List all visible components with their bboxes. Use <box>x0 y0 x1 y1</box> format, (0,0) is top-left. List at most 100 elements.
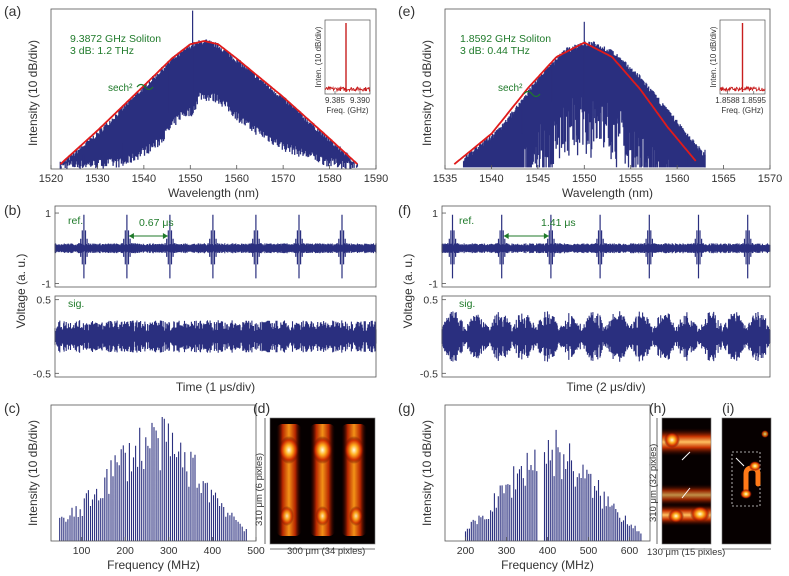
b-plot-ref-ytick-label: -1 <box>42 278 51 290</box>
g-plot-xtick-label: 500 <box>580 545 598 557</box>
panel-g-label: (g) <box>398 400 415 416</box>
panel-h-hotspot <box>690 506 710 522</box>
panel-b-period-label: 0.67 μs <box>139 217 174 229</box>
e-plot-xtick-label: 1565 <box>711 173 735 185</box>
b-plot-ref-ytick-label: 1 <box>45 208 51 220</box>
e-inset-xtick-label: 1.8588 <box>715 96 740 105</box>
a-plot-spectrum-trace <box>59 39 359 169</box>
panel-e: (e) 1535 1540 1545 1550 1555 1560 1565 1570 Wave… <box>398 3 782 200</box>
panel-f-label: (f) <box>398 202 411 218</box>
panel-h-hotspot <box>668 509 684 523</box>
panel-e-soliton-annotation: 1.8592 GHz Soliton <box>460 33 551 45</box>
panel-h-hotspot <box>664 432 680 448</box>
panel-d-y-caption: 310 μm (6 pixles) <box>254 453 265 526</box>
a-plot-xtick-label: 1530 <box>85 173 109 185</box>
panel-h-label: (h) <box>649 400 666 416</box>
c-plot-comb-lines <box>59 417 247 541</box>
f-plot-ref-pulse <box>688 214 709 279</box>
panel-i-hotspot <box>749 461 761 471</box>
f-plot-ref-pulse <box>540 214 561 279</box>
panel-a-soliton-annotation: 9.3872 GHz Soliton <box>70 33 161 45</box>
c-plot-xtick-label: 500 <box>247 545 265 557</box>
panel-b-sig-label: sig. <box>68 298 84 310</box>
panel-h-band <box>662 484 711 506</box>
panel-i-hotspot <box>740 489 752 499</box>
b-plot-period-arrow-right-icon <box>162 233 168 239</box>
g-plot-xtick-label: 300 <box>498 545 516 557</box>
b-plot-sig-trace <box>54 320 377 353</box>
panel-g-plot: 200 300 400 500 600 Frequency (MHz) Intensity … <box>420 404 651 572</box>
f-plot-ylabel: Voltage (a. u.) <box>401 254 415 329</box>
e-plot-xtick-label: 1535 <box>433 173 457 185</box>
panel-i-label: (i) <box>722 400 734 416</box>
panel-f-period-label: 1.41 μs <box>541 217 576 229</box>
c-plot-xtick-label: 200 <box>116 545 134 557</box>
panel-b-label: (b) <box>4 202 21 218</box>
f-plot-xlabel: Time (2 μs/div) <box>566 380 645 394</box>
b-plot-ylabel: Voltage (a. u.) <box>14 254 28 329</box>
panel-d-hotspot <box>278 436 299 464</box>
f-plot-period-arrow-left-icon <box>503 233 509 239</box>
panel-i-frame <box>721 417 772 545</box>
a-inset-xlabel: Freq. (GHz) <box>326 106 369 115</box>
a-plot-xtick-label: 1580 <box>317 173 341 185</box>
e-plot-xtick-label: 1545 <box>526 173 550 185</box>
panel-c-label: (c) <box>4 400 20 416</box>
e-plot-xtick-label: 1550 <box>572 173 596 185</box>
e-plot-spectrum-trace <box>462 41 706 168</box>
panel-e-plot: 1535 1540 1545 1550 1555 1560 1565 1570 Waveleng… <box>420 8 782 200</box>
c-plot-frame <box>50 404 257 542</box>
f-plot-ref-ytick-label: -1 <box>429 278 438 290</box>
f-plot-ref-pulse <box>639 214 660 279</box>
panel-d-x-caption: 300 μm (34 pixles) <box>287 546 365 557</box>
panel-a-plot: 1520 1530 1540 1550 1560 1570 1580 1590 Waveleng… <box>26 8 388 200</box>
b-plot-sig-ytick-label: -0.5 <box>33 368 51 380</box>
f-plot-ref-pulse <box>442 214 463 279</box>
panel-a-bandwidth-annotation: 3 dB: 1.2 THz <box>70 45 134 57</box>
panel-a-fit-pointer-icon <box>136 83 154 91</box>
a-plot-xtick-label: 1550 <box>178 173 202 185</box>
a-inset-xtick-label: 9.390 <box>350 96 371 105</box>
e-inset-xtick-label: 1.8595 <box>742 96 767 105</box>
g-plot-xtick-label: 400 <box>539 545 557 557</box>
panel-h-y-caption: 310 μm (32 pixles) <box>648 444 659 522</box>
c-plot-xtick-label: 300 <box>160 545 178 557</box>
b-plot-ref-pulse <box>116 214 138 279</box>
f-plot-ref-frame <box>441 205 771 288</box>
f-plot-sig-ytick-label: -0.5 <box>420 368 438 380</box>
a-inset-ylabel: Inten. (10 dB/div) <box>314 26 323 87</box>
panel-e-bandwidth-annotation: 3 dB: 0.44 THz <box>460 45 530 57</box>
g-plot-xtick-label: 200 <box>457 545 475 557</box>
c-plot-ylabel: Intensity (10 dB/div) <box>26 420 40 526</box>
b-plot-ref-pulse <box>245 214 267 279</box>
panel-g: (g) 200 300 400 500 600 Frequency (MHz) Intens… <box>398 400 651 572</box>
panel-h-heatmap <box>656 417 712 550</box>
e-plot-ylabel: Intensity (10 dB/div) <box>420 40 434 146</box>
b-plot-ref-pulse <box>331 214 353 279</box>
panel-d-hotspot <box>279 506 294 526</box>
panel-h-frame <box>661 417 712 545</box>
b-plot-ref-pulse <box>288 214 310 279</box>
a-plot-xtick-label: 1570 <box>271 173 295 185</box>
f-plot-sig-ytick-label: 0.5 <box>423 295 438 307</box>
a-plot-xtick-label: 1520 <box>39 173 63 185</box>
b-plot-sig-frame <box>54 295 377 378</box>
panel-e-fit-pointer-icon <box>523 90 541 98</box>
panel-f-plot: 1 -1 0.5 -0.5 Time (2 μs/div) Voltage (a. u.) <box>401 205 771 394</box>
f-plot-ref-pulse <box>590 214 611 279</box>
panel-i-hotspot <box>761 430 769 438</box>
a-plot-xtick-label: 1540 <box>132 173 156 185</box>
panel-b-plot: 1 -1 0.5 -0.5 Time (1 μs/div) Voltage (a. u.) <box>14 205 377 394</box>
a-plot-sech2-fit-line <box>59 40 359 165</box>
panel-h-arrow-icon <box>681 487 691 499</box>
e-inset-ylabel: Inten. (10 dB/div) <box>709 26 718 87</box>
panel-e-label: (e) <box>398 3 415 19</box>
panel-a-label: (a) <box>4 3 21 19</box>
panel-i-arrow-icon <box>735 457 745 467</box>
g-plot-ylabel: Intensity (10 dB/div) <box>420 420 434 526</box>
panel-i: (i) <box>721 400 772 550</box>
panel-c-plot: 100 200 300 400 500 Frequency (MHz) Intensity … <box>26 404 265 572</box>
e-plot-xtick-label: 1540 <box>479 173 503 185</box>
